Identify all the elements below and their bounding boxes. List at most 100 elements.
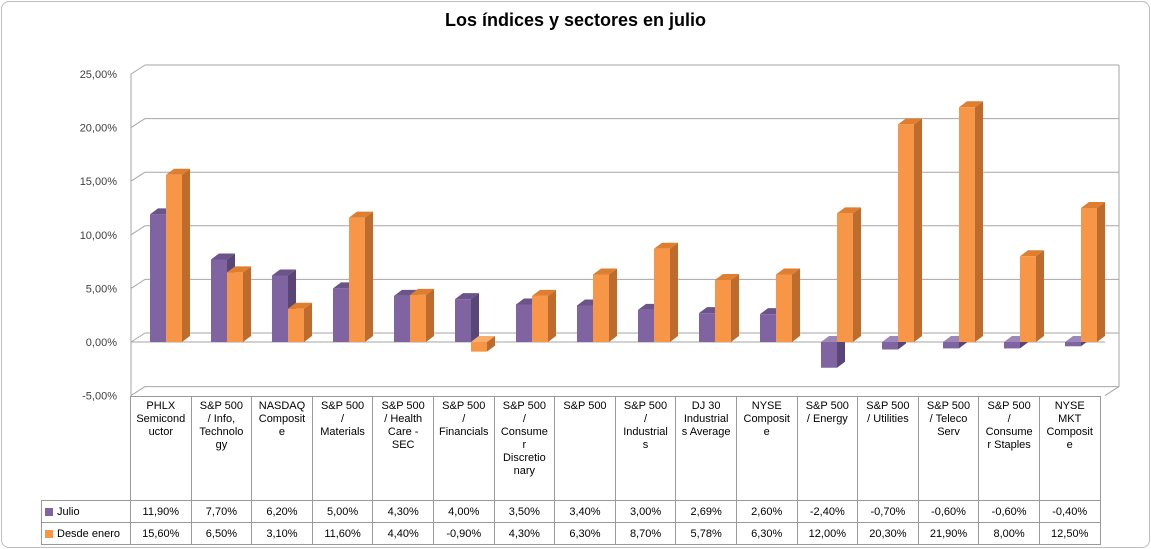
bar-desde-enero (715, 280, 731, 342)
category-header-cell: NYSE Composit e (735, 396, 798, 501)
bar-julio-top (455, 293, 479, 300)
gridline-depth-connector (130, 64, 146, 75)
category-header-cell: S&P 500 / Financials (432, 396, 495, 501)
bar-desde-enero (288, 308, 304, 342)
bar-desde-enero-top (1020, 250, 1044, 257)
bar-desde-enero (593, 274, 609, 342)
bar-desde-enero-top (410, 288, 434, 295)
value-cell: 2,69% (675, 500, 737, 523)
value-cell: 3,00% (614, 500, 677, 523)
value-cell: 2,60% (735, 500, 798, 523)
y-axis-tick-label: 20,00% (80, 123, 118, 135)
value-cell: -0,60% (917, 500, 980, 523)
bar-desde-enero-top (532, 289, 556, 296)
category-header-cell: NASDAQ Composit e (251, 396, 313, 501)
legend-cell: Julio (41, 500, 131, 523)
bar-julio-top (272, 269, 296, 276)
y-axis-tick-label: 15,00% (80, 176, 118, 188)
bar-desde-enero-top (898, 118, 922, 125)
bar-desde-enero-top (288, 302, 312, 309)
category-header-cell: S&P 500 / Info, Technolo gy (190, 396, 253, 501)
legend-swatch-desde-enero (45, 529, 53, 538)
bar-desde-enero-side (1036, 250, 1044, 342)
table-row-julio: Julio 11,90% 7,70% 6,20% 5,00% 4,30% 4,00% 3,50… (41, 500, 1101, 523)
category-header-cell: S&P 500 / Health Care - SEC (372, 396, 434, 501)
bar-desde-enero-side (853, 207, 861, 342)
bar-desde-enero (654, 248, 670, 342)
category-header-cell: S&P 500 / Consume r Discretio nary (493, 396, 556, 501)
value-cell: 4,40% (372, 522, 434, 545)
bar-julio (1065, 342, 1081, 347)
bar-desde-enero-top (227, 266, 251, 273)
bar-desde-enero-side (670, 242, 678, 342)
category-header-cell: S&P 500 / Consume r Staples (978, 396, 1040, 501)
bar-julio (577, 305, 593, 342)
bar-desde-enero-top (654, 242, 678, 249)
bar-julio (1004, 342, 1020, 349)
value-cell: 6,20% (251, 500, 313, 523)
bar-julio-side (471, 293, 479, 342)
gridline-depth-connector (130, 225, 146, 236)
value-cell: 11,90% (130, 500, 192, 523)
value-cell: 4,30% (493, 522, 556, 545)
bar-desde-enero-top (349, 211, 373, 218)
bar-desde-enero-top (1081, 202, 1105, 208)
bar-desde-enero-side (365, 211, 373, 342)
y-axis-tick-label: 25,00% (80, 69, 118, 81)
category-header-cell: DJ 30 Industrial s Average (675, 396, 737, 501)
bar-julio-side (837, 336, 845, 368)
bar-desde-enero-top (593, 268, 617, 275)
bar-desde-enero-side (792, 268, 800, 342)
value-cell: -2,40% (796, 500, 859, 523)
bar-julio (333, 288, 349, 342)
gridline-depth-connector (130, 171, 146, 182)
value-cell: 6,30% (554, 522, 616, 545)
bar-julio (150, 214, 166, 342)
bar-desde-enero-side (1097, 202, 1105, 342)
bar-desde-enero-side (304, 302, 312, 342)
table-row-desde-enero: Desde enero 15,60% 6,50% 3,10% 11,60% 4,40% -0… (41, 522, 1101, 545)
bar-desde-enero (898, 124, 914, 342)
data-table: PHLX Semicond uctor S&P 500 / Info, Techn… (41, 396, 1101, 545)
value-cell: -0,60% (978, 500, 1040, 523)
value-cell: 6,30% (735, 522, 798, 545)
bar-julio (821, 342, 837, 368)
category-header-cell: S&P 500 / Utilities (857, 396, 919, 501)
category-header-cell: PHLX Semicond uctor (130, 396, 192, 501)
category-header-cell: S&P 500 / Teleco Serv (917, 396, 980, 501)
value-cell: 6,50% (190, 522, 253, 545)
bar-julio (516, 304, 532, 342)
legend-cell: Desde enero (41, 522, 131, 545)
bar-julio (394, 295, 410, 342)
category-header-cell: S&P 500 / Industrial s (614, 396, 677, 501)
bar-desde-enero-top (471, 336, 495, 342)
value-cell: 8,70% (614, 522, 677, 545)
bar-desde-enero-top (715, 274, 739, 281)
bar-julio (455, 299, 471, 342)
value-cell: 7,70% (190, 500, 253, 523)
value-cell: 12,00% (796, 522, 859, 545)
bar-desde-enero-side (426, 288, 434, 342)
data-table-container: PHLX Semicond uctor S&P 500 / Info, Techn… (41, 396, 1101, 545)
bar-desde-enero-side (243, 266, 251, 342)
value-cell: 3,50% (493, 500, 556, 523)
gridline-depth-connector (130, 386, 146, 397)
gridline-depth-connector (130, 118, 146, 129)
bar-julio-top (211, 253, 235, 260)
bar-desde-enero-side (487, 336, 495, 352)
bar-desde-enero (471, 342, 487, 352)
bar-desde-enero-side (548, 289, 556, 342)
category-header-cell: NYSE MKT Composit e (1038, 396, 1101, 501)
legend-swatch-julio (45, 507, 53, 516)
bar-desde-enero-side (609, 268, 617, 342)
bar-desde-enero-side (731, 274, 739, 342)
bar-desde-enero-side (914, 118, 922, 342)
value-cell: 4,00% (432, 500, 495, 523)
value-cell: 5,78% (675, 522, 737, 545)
value-cell: 21,90% (917, 522, 980, 545)
bar-julio (272, 275, 288, 342)
bar-desde-enero-top (837, 207, 861, 214)
bar-desde-enero (776, 274, 792, 342)
value-cell: 20,30% (857, 522, 919, 545)
